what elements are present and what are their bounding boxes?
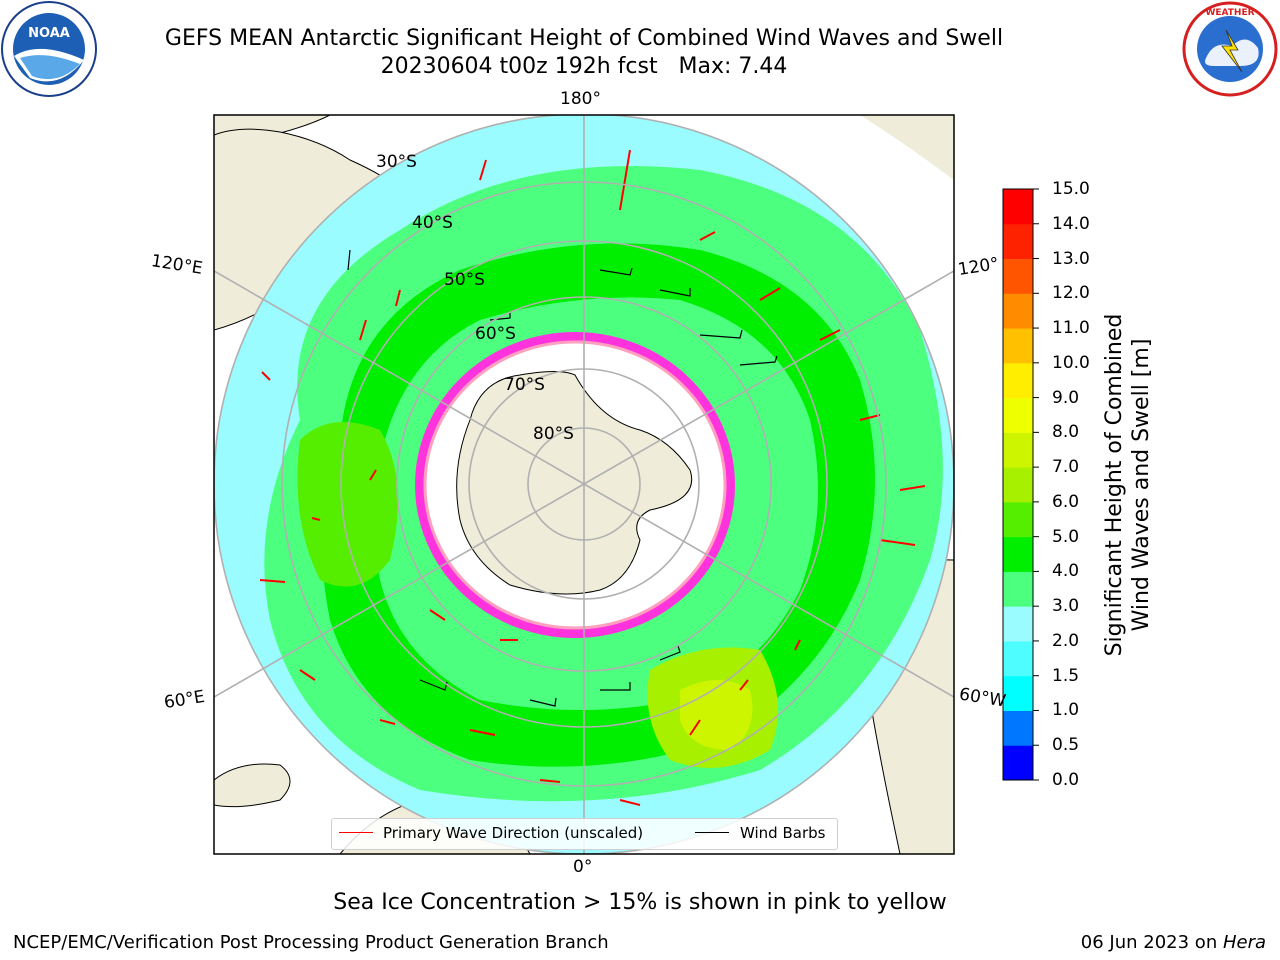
colorbar-tick-label: 9.0	[1052, 387, 1080, 408]
colorbar-tick-label: 3.0	[1052, 596, 1080, 617]
colorbar-segment	[1003, 362, 1033, 399]
colorbar-tick-label: 7.0	[1052, 457, 1080, 478]
colorbar-segment	[1003, 258, 1033, 294]
meridians	[214, 115, 954, 854]
colorbar-tick-label: 11.0	[1052, 318, 1090, 339]
colorbar-label: Significant Height of Combined Wind Wave…	[1102, 313, 1154, 657]
colorbar-segment	[1003, 606, 1033, 642]
colorbar-tick-label: 14.0	[1052, 213, 1090, 234]
footer-machine: Hera	[1222, 932, 1266, 953]
colorbar-tick-label: 8.0	[1052, 422, 1080, 443]
colorbar-segment	[1003, 501, 1033, 538]
lat-label-40s: 40°S	[412, 213, 453, 233]
lat-label-60s: 60°S	[475, 324, 516, 344]
colorbar-tick-label: 6.0	[1052, 491, 1080, 512]
colorbar-tick-label: 13.0	[1052, 248, 1090, 269]
colorbar-segment	[1003, 640, 1033, 677]
wind-barbs-swatch	[695, 832, 729, 833]
nws-logo: WEATHER	[1182, 1, 1278, 97]
chart-subtitle: 20230604 t00z 192h fcst Max: 7.44	[380, 54, 788, 79]
colorbar-segment	[1003, 745, 1033, 781]
colorbar-tick-label: 0.5	[1052, 735, 1080, 756]
colorbar-tick-label: 2.0	[1052, 630, 1080, 651]
chart-title: GEFS MEAN Antarctic Significant Height o…	[164, 26, 1004, 51]
colorbar-tick-label: 1.5	[1052, 665, 1080, 686]
colorbar-segment	[1003, 189, 1033, 225]
lat-label-80s: 80°S	[533, 424, 574, 444]
colorbar-segment	[1003, 293, 1033, 329]
colorbar-tick-label: 4.0	[1052, 561, 1080, 582]
colorbar-tick-label: 1.0	[1052, 700, 1080, 721]
colorbar-tick-label: 15.0	[1052, 179, 1090, 199]
colorbar-tick-label: 12.0	[1052, 283, 1090, 304]
colorbar-segment	[1003, 675, 1033, 711]
wave-direction-swatch	[339, 832, 373, 833]
footer-credit: NCEP/EMC/Verification Post Processing Pr…	[13, 932, 609, 953]
colorbar-tick-label: 0.0	[1052, 770, 1080, 790]
colorbar-tick-label: 10.0	[1052, 352, 1090, 373]
colorbar-tick-label: 5.0	[1052, 526, 1080, 547]
svg-text:WEATHER: WEATHER	[1205, 8, 1254, 18]
lat-label-70s: 70°S	[504, 375, 545, 395]
svg-text:NOAA: NOAA	[28, 26, 70, 41]
colorbar-segment	[1003, 432, 1033, 468]
colorbar-segment	[1003, 397, 1033, 433]
colorbar-segment	[1003, 571, 1033, 607]
lat-label-30s: 30°S	[376, 152, 417, 172]
lat-label-50s: 50°S	[444, 270, 485, 290]
noaa-logo: NOAA	[1, 1, 97, 97]
colorbar-segment	[1003, 710, 1033, 746]
sea-ice-note: Sea Ice Concentration > 15% is shown in …	[333, 890, 947, 915]
colorbar-segment	[1003, 536, 1033, 572]
colorbar-segment	[1003, 328, 1033, 364]
wave-direction-label: Primary Wave Direction (unscaled)	[383, 824, 644, 842]
map-legend: Primary Wave Direction (unscaled) Wind B…	[331, 818, 838, 850]
map-area	[214, 115, 954, 854]
colorbar-segment	[1003, 223, 1033, 260]
colorbar	[1002, 188, 1039, 781]
footer-date: 06 Jun 2023 on Hera	[1080, 932, 1266, 953]
lon-label-0: 0°	[573, 857, 593, 877]
wind-barbs-label: Wind Barbs	[740, 824, 826, 842]
colorbar-border	[1002, 188, 1034, 781]
lon-label-180: 180°	[560, 89, 601, 109]
colorbar-segment	[1003, 467, 1033, 503]
